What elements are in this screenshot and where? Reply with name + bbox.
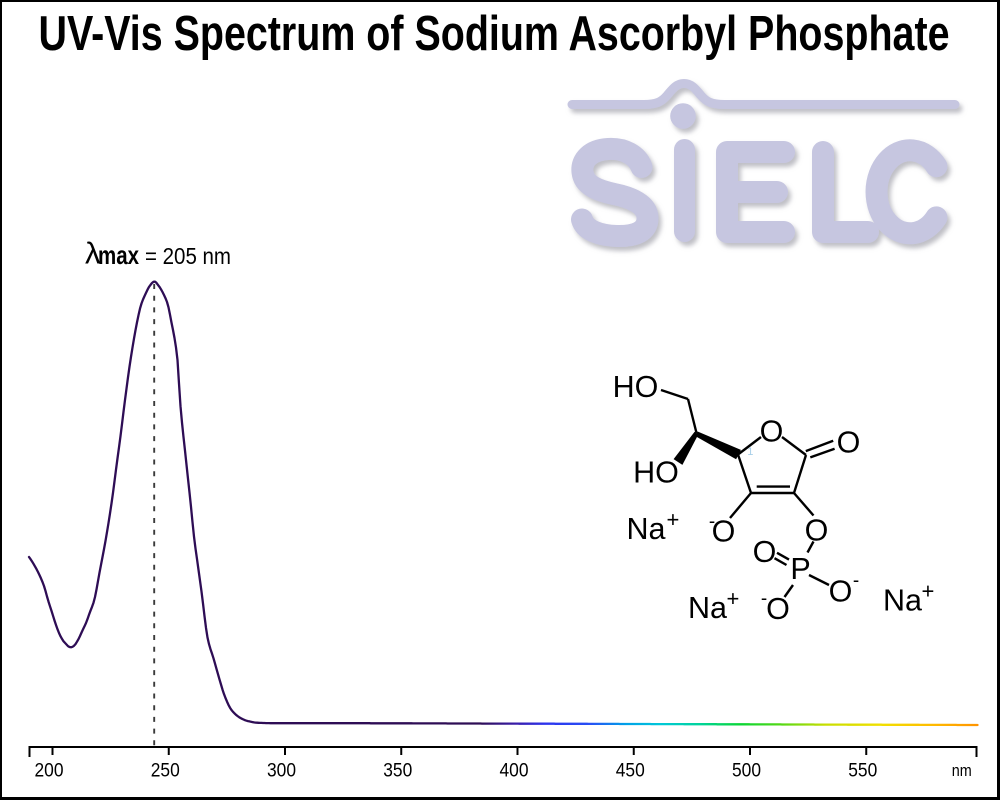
svg-text:+: +: [922, 579, 935, 604]
svg-text:550: 550: [848, 759, 877, 781]
svg-text:HO: HO: [633, 456, 679, 490]
svg-text:200: 200: [35, 759, 64, 781]
svg-text:max: max: [98, 240, 139, 270]
svg-text:300: 300: [267, 759, 296, 781]
svg-text:= 205 nm: = 205 nm: [145, 243, 231, 269]
svg-text:O: O: [805, 514, 829, 548]
svg-text:O: O: [837, 426, 861, 460]
svg-text:O: O: [760, 415, 784, 449]
svg-text:O: O: [766, 592, 790, 626]
svg-text:-: -: [709, 512, 715, 533]
svg-text:HO: HO: [613, 370, 659, 404]
svg-text:UV-Vis Spectrum of Sodium Asco: UV-Vis Spectrum of Sodium Ascorbyl Phosp…: [39, 6, 950, 61]
svg-text:1: 1: [747, 446, 753, 458]
svg-text:-: -: [761, 589, 767, 610]
svg-text:O: O: [829, 575, 853, 609]
svg-text:+: +: [667, 507, 680, 532]
svg-text:nm: nm: [952, 762, 972, 780]
svg-text:-: -: [853, 571, 859, 592]
svg-text:Na: Na: [883, 584, 922, 618]
svg-text:λ: λ: [85, 236, 101, 271]
svg-text:O: O: [753, 535, 777, 569]
svg-text:O: O: [712, 515, 736, 549]
svg-text:250: 250: [151, 759, 180, 781]
svg-text:Na: Na: [688, 591, 727, 625]
svg-text:P: P: [790, 552, 810, 586]
svg-text:500: 500: [732, 759, 761, 781]
svg-text:400: 400: [500, 759, 529, 781]
svg-text:450: 450: [616, 759, 645, 781]
svg-text:350: 350: [383, 759, 412, 781]
svg-text:+: +: [727, 586, 740, 611]
svg-text:Na: Na: [627, 512, 666, 546]
